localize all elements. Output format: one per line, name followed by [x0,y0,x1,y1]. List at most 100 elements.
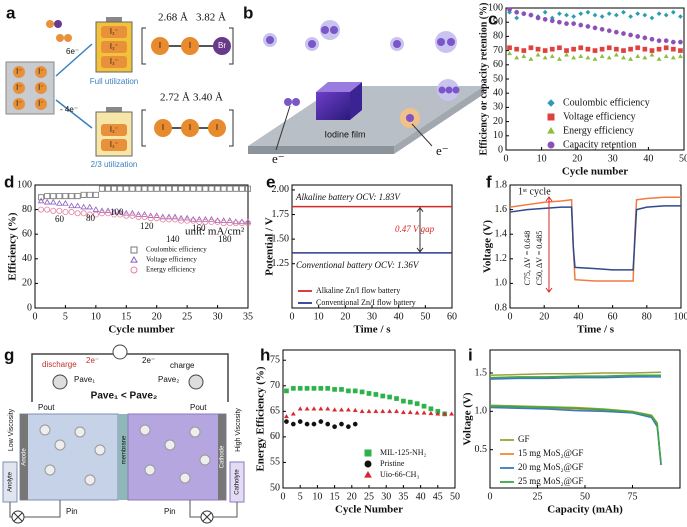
x-tick-label: 20 [340,311,350,322]
chart-panel: c 0 10 20 30 40 50 0 10 20 30 40 50 60 70 80 90 100 Cycle … [478,2,687,177]
x-tick-label: 50 [679,153,687,164]
point [663,38,669,44]
point [578,22,584,28]
point [564,52,569,57]
point [571,55,577,60]
point [80,203,87,210]
point [238,218,246,225]
chart-panel: f 0 20 40 60 80 100 0.8 1.0 1.2 1.4 1.6 1.8 Time / s V… [482,172,687,335]
point [621,31,626,36]
chart-panel: i 0 25 50 75 0.5 1.0 1.5 Capacity (mAh) Voltage (… [462,345,681,516]
film-label: Iodine film [324,129,365,139]
y-tick-label: 10 [493,130,503,141]
point [557,19,562,25]
ion-label: I⁻ [16,68,22,76]
point [578,45,584,51]
point [202,216,209,222]
point [238,220,245,227]
electron-arrows [275,105,433,151]
point [284,419,289,424]
point [56,193,63,200]
x-tick-label: 15 [121,311,131,322]
cell-label: I₃⁻ [110,141,119,149]
atom [181,37,199,55]
legend-swatch [547,113,555,121]
point [208,218,215,225]
point [86,191,93,198]
x-tick-label: 25 [182,311,192,322]
x-tick-label: 50 [420,311,430,322]
x-tick-label: 0 [281,491,286,502]
point [290,421,296,427]
arrows [55,43,93,129]
atom-label: I [189,123,191,132]
caption: 2/3 utilization [91,160,138,169]
y-tick-label: 80 [22,204,32,215]
point [214,217,221,223]
point [628,32,633,38]
bulb [112,344,128,360]
point [44,206,51,213]
y-tick-label: 1.0 [475,406,488,417]
point [37,197,45,204]
point [352,388,358,394]
x-tick-label: 0 [504,153,509,164]
x-tick-label: 30 [381,491,391,502]
point [592,56,598,61]
point [642,55,648,60]
point [297,385,303,391]
point [549,53,555,58]
point [449,411,455,416]
x-tick-label: 80 [642,311,652,322]
point [557,45,562,51]
x-tick-label: 15 [330,491,340,502]
annotation: 1ˢᵗ cycle [518,186,551,197]
line [489,376,662,466]
pin-label: Pin [66,507,78,516]
cell-label: I₃⁻ [110,126,119,134]
point [284,388,289,394]
point [117,185,124,192]
point [98,210,105,217]
point [621,55,626,60]
species [263,20,460,128]
point [585,9,591,15]
point [670,9,676,15]
point [165,213,173,220]
point [677,53,683,58]
point [171,213,179,220]
bond-length: 3.40 Å [193,92,223,104]
point [564,21,569,26]
legend-swatch [364,471,372,478]
legend-swatch [130,266,138,274]
discharge-label: discharge [42,360,77,369]
x-tick-label: 35 [243,311,253,322]
legend-label: Uio-66-CH₃ [380,470,419,479]
point [318,406,324,411]
y-tick-label: 1.4 [495,228,508,239]
chart-panel: d 0 5 10 15 20 25 30 35 0 20 40 60 80 100 Cycle number E… [4,172,253,335]
pressure-relation: Pave₁ < Pave₂ [91,391,158,402]
point [670,46,676,52]
bond-length: 2.72 Å [160,92,190,104]
point [178,217,185,224]
panel-label: e [266,172,275,191]
point [614,46,619,52]
point [208,185,215,192]
point [74,193,81,200]
x-tick-label: 10 [314,311,324,322]
point [104,207,112,214]
legend-label: Conventional Zn/I flow battery [316,298,416,307]
point [116,208,124,215]
point [318,419,324,424]
x-tick-label: 30 [213,311,223,322]
legend-swatch [364,449,372,457]
y-tick-label: 70 [270,380,280,391]
point [196,185,203,192]
point [196,216,203,222]
x-tick-label: 40 [416,491,426,502]
caption: Full utilization [90,77,138,86]
point [407,409,413,415]
point [153,185,160,192]
point [86,203,94,210]
